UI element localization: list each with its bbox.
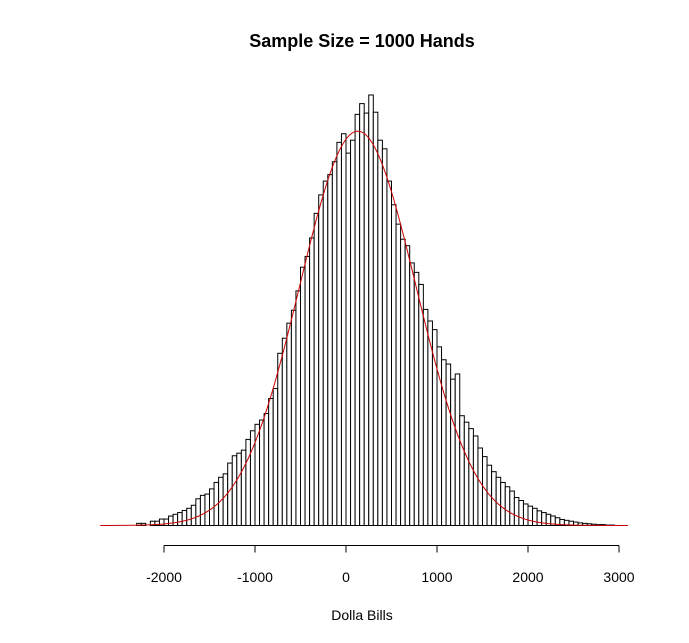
histogram-bar	[168, 515, 174, 526]
histogram-bar	[509, 490, 515, 526]
histogram-bar	[354, 113, 361, 526]
histogram-bar	[450, 378, 456, 526]
histogram-bar	[359, 103, 365, 527]
histogram-bar	[522, 503, 529, 527]
histogram-bar	[536, 510, 543, 527]
histogram-bar	[309, 237, 315, 526]
histogram-bar	[304, 255, 311, 526]
histogram-bar	[368, 94, 374, 526]
histogram-bar	[363, 112, 370, 527]
histogram-bar	[513, 497, 520, 526]
histogram-bar	[327, 174, 333, 527]
x-tick-label: -1000	[237, 569, 273, 585]
histogram-bar	[532, 507, 538, 526]
histogram-bar	[222, 473, 229, 526]
histogram-bar	[263, 413, 270, 527]
histogram-bars	[136, 94, 615, 527]
x-tick-label: 0	[342, 569, 350, 585]
histogram-bar	[454, 373, 461, 526]
histogram-bar	[391, 204, 397, 526]
histogram-bar	[195, 498, 201, 526]
histogram-bar	[245, 438, 251, 526]
histogram-bar	[472, 435, 479, 526]
histogram-bar	[268, 398, 274, 526]
histogram-bar	[340, 133, 347, 526]
histogram-bar	[445, 363, 452, 526]
histogram-bar	[468, 428, 474, 527]
histogram-bar	[295, 290, 302, 526]
x-tick-label: 2000	[512, 569, 543, 585]
histogram-bar	[322, 180, 329, 526]
histogram-bar	[386, 180, 393, 526]
x-tick-label: 3000	[603, 569, 634, 585]
histogram-bar	[409, 262, 415, 526]
histogram-bar	[177, 512, 183, 527]
histogram-bar	[181, 509, 188, 526]
histogram-bar	[313, 212, 320, 526]
x-tick-label: -2000	[146, 569, 182, 585]
histogram-bar	[350, 139, 356, 526]
histogram-bar	[336, 141, 342, 526]
x-tick-label: 1000	[421, 569, 452, 585]
histogram-bar	[231, 455, 238, 526]
histogram-bar	[331, 161, 338, 526]
histogram-bar	[377, 139, 383, 526]
histogram-bar	[436, 346, 443, 526]
histogram-bar	[500, 481, 506, 527]
histogram-bar	[518, 500, 524, 527]
histogram-bar	[422, 308, 429, 526]
histogram-bar	[290, 309, 297, 526]
x-axis-label: Dolla Bills	[331, 607, 392, 623]
histogram-bar	[236, 452, 242, 526]
chart-title: Sample Size = 1000 Hands	[249, 31, 475, 51]
histogram-bar	[413, 271, 420, 526]
histogram-bar	[318, 194, 324, 526]
density-curve	[100, 130, 629, 526]
x-axis: -2000 -1000 0 1000 2000 3000	[146, 545, 635, 585]
histogram-bar	[395, 223, 402, 526]
histogram-bar	[281, 337, 288, 527]
histogram-bar	[372, 111, 379, 526]
histogram-bar	[495, 476, 502, 526]
histogram-bar	[400, 238, 406, 526]
histogram-bar	[345, 152, 352, 526]
histogram-bar	[527, 505, 534, 527]
histogram-bar	[227, 462, 233, 527]
histogram-bar	[504, 486, 511, 527]
histogram-bar	[286, 322, 292, 527]
histogram-bar	[277, 352, 283, 526]
histogram-bar	[404, 245, 411, 527]
histogram-bar	[186, 507, 192, 526]
histogram-bar	[459, 415, 465, 526]
histogram-bar	[190, 504, 197, 527]
histogram-bar	[463, 421, 470, 526]
histogram-bar	[163, 518, 170, 526]
histogram-bar	[218, 476, 224, 526]
histogram-bar	[427, 320, 433, 527]
histogram-bar	[300, 266, 306, 526]
histogram-bar	[418, 283, 424, 527]
histogram-bar	[381, 148, 388, 526]
histogram-bar	[204, 493, 210, 526]
histogram-bar	[441, 359, 447, 526]
histogram-bar	[172, 513, 179, 527]
histogram-bar	[272, 388, 279, 527]
histogram-bar	[259, 419, 265, 526]
histogram-bar	[477, 447, 484, 527]
histogram-bar	[199, 494, 206, 526]
histogram-bar	[240, 449, 247, 527]
